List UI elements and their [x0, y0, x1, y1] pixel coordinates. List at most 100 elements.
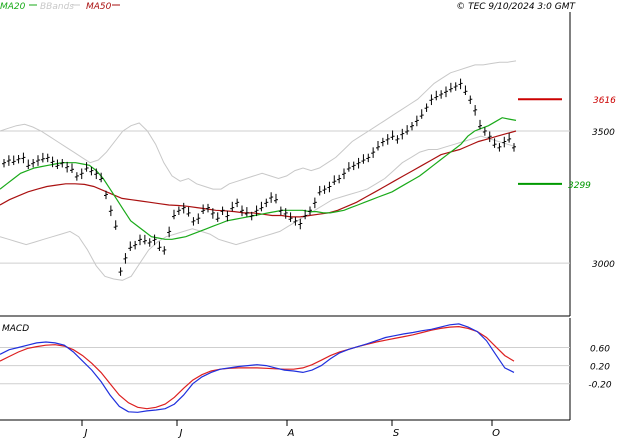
price-bar — [74, 172, 79, 181]
price-bar — [186, 207, 191, 217]
price-bar — [94, 168, 99, 180]
price-bar — [31, 158, 36, 168]
price-bar — [70, 163, 74, 173]
price-bar — [351, 161, 356, 171]
legend-bbands-label: BBands — [40, 2, 74, 12]
price-bar — [312, 197, 317, 209]
price-bar — [196, 213, 201, 225]
price-bar — [492, 138, 497, 148]
price-bar — [128, 241, 133, 251]
price-bar — [172, 209, 176, 220]
price-bar — [512, 143, 516, 152]
price-bar — [104, 190, 108, 200]
price-bar — [176, 206, 181, 216]
price-bar — [89, 166, 94, 176]
price-bar — [220, 206, 225, 216]
price-bar — [400, 128, 405, 140]
price-bar — [278, 206, 283, 216]
price-bar — [434, 90, 439, 101]
price-bar — [152, 234, 157, 246]
price-bar — [502, 136, 507, 148]
macd-line — [0, 323, 515, 413]
price-y-ticks: 3500 3000 — [592, 128, 615, 270]
price-bar — [40, 152, 45, 163]
price-bar — [210, 208, 215, 219]
price-bar — [225, 210, 230, 222]
price-bar — [366, 153, 371, 163]
price-bar — [55, 159, 60, 170]
price-bar — [346, 162, 351, 172]
price-bar — [439, 90, 444, 99]
price-bar — [332, 175, 337, 185]
price-bar — [60, 158, 65, 168]
price-bar — [206, 203, 210, 213]
price-bar — [458, 78, 463, 90]
price-bar — [230, 201, 235, 212]
price-bar — [26, 159, 31, 170]
price-bar — [376, 141, 380, 151]
price-y-tick-label: 3500 — [592, 128, 615, 138]
price-bar — [419, 109, 424, 119]
price-bar — [36, 155, 40, 166]
price-bar — [395, 135, 400, 144]
price-bar — [21, 152, 26, 164]
price-bar — [108, 205, 113, 217]
price-bar — [303, 209, 308, 220]
bb-lower-line — [0, 135, 517, 281]
price-bar — [308, 206, 312, 216]
price-bar — [259, 201, 264, 212]
price-bar — [65, 161, 70, 173]
price-panel: 3616 3299 3500 3000 — [0, 12, 616, 317]
price-bar — [269, 192, 274, 203]
price-bar — [410, 121, 414, 131]
macd-y-tick-label: -0.20 — [588, 381, 612, 391]
price-bar — [235, 198, 240, 208]
price-bar — [385, 134, 390, 145]
price-bar — [2, 158, 6, 168]
price-bar — [50, 156, 55, 168]
price-bar — [118, 267, 123, 276]
price-series — [0, 60, 517, 281]
price-bar — [288, 212, 293, 222]
price-y-tick-label: 3000 — [592, 260, 615, 270]
ma50-line — [0, 130, 517, 218]
macd-y-ticks: 0.60 0.20 -0.20 — [588, 344, 612, 390]
macd-series — [0, 323, 515, 413]
macd-y-tick-label: 0.60 — [590, 344, 610, 354]
price-bar — [293, 217, 298, 226]
price-bar — [274, 193, 278, 204]
price-bar — [405, 125, 410, 135]
price-bar — [249, 211, 254, 221]
price-bar — [487, 131, 492, 143]
macd-signal-line — [0, 325, 515, 410]
price-bar — [191, 217, 196, 226]
price-bar — [240, 205, 244, 217]
price-bar — [298, 218, 303, 230]
price-bar — [414, 115, 419, 127]
legend: MA20 BBands MA50 — [0, 2, 120, 12]
x-tick-label: O — [492, 428, 500, 439]
price-bar — [16, 155, 21, 164]
price-bar — [361, 154, 366, 164]
price-bar — [371, 147, 376, 158]
price-bar — [215, 212, 220, 222]
price-bar — [448, 82, 453, 93]
price-bar — [390, 130, 395, 140]
price-bar — [380, 137, 385, 147]
price-bar — [342, 168, 346, 180]
price-bar — [283, 208, 288, 219]
x-tick-label: S — [393, 428, 400, 439]
price-bar — [468, 95, 473, 104]
legend-ma50-label: MA50 — [86, 2, 112, 12]
price-bar — [157, 241, 162, 251]
price-bar — [478, 119, 482, 130]
price-bar — [45, 153, 50, 163]
price-bar — [317, 185, 322, 196]
price-bar — [123, 253, 128, 264]
price-bar — [322, 185, 327, 194]
price-bar — [444, 86, 448, 98]
price-bar — [429, 94, 434, 106]
price-bar — [473, 105, 478, 116]
price-bar — [463, 85, 468, 96]
price-bar — [337, 174, 342, 184]
